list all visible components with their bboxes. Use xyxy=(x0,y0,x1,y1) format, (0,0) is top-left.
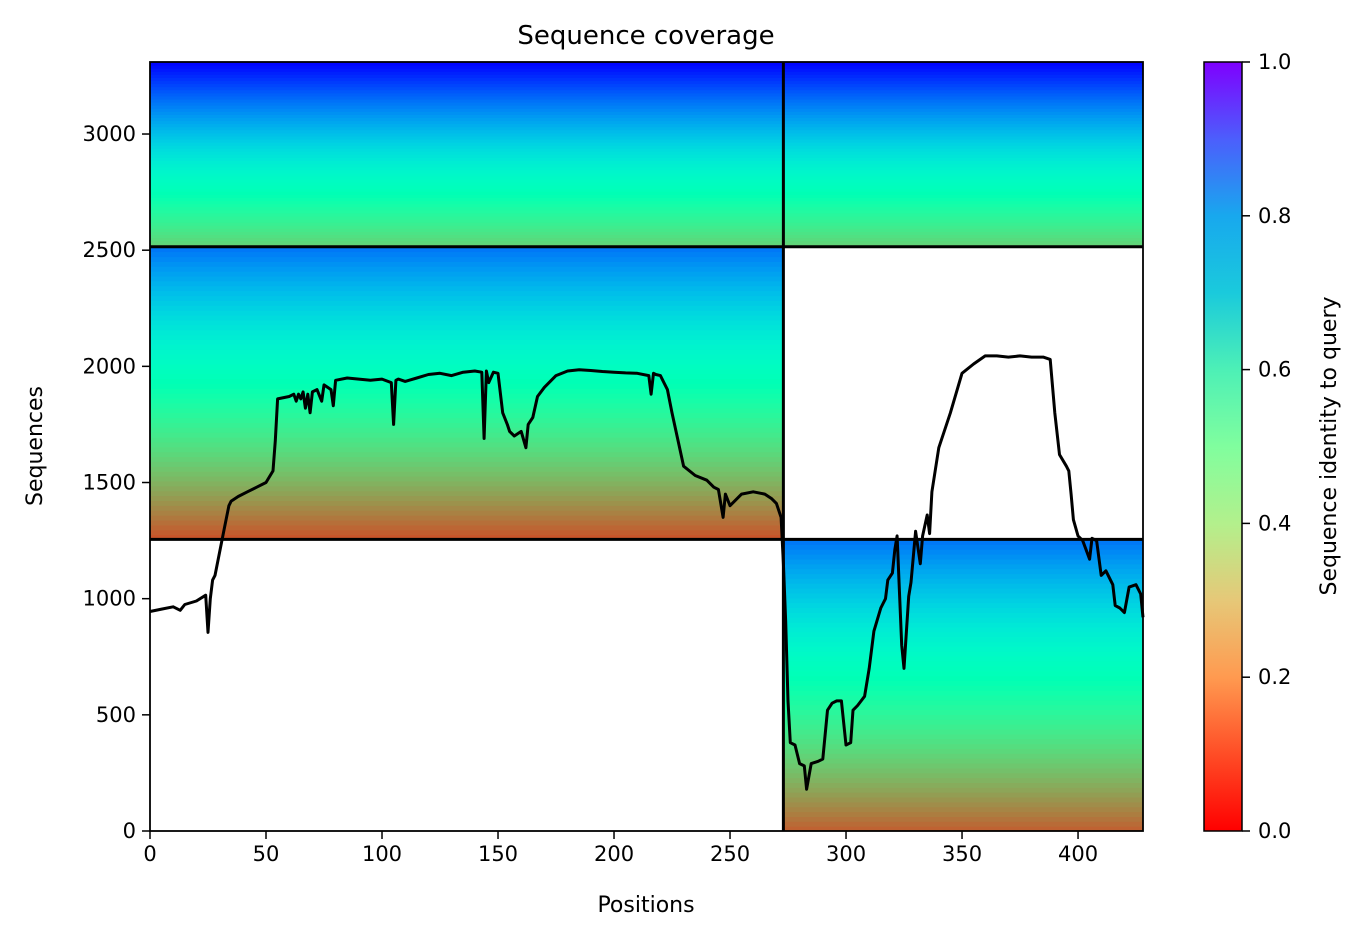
colorbar-tick-label: 0.6 xyxy=(1258,358,1291,382)
x-tick-label: 150 xyxy=(478,842,518,866)
heatmap-block-0-1 xyxy=(783,62,1143,248)
colorbar-tick-label: 0.8 xyxy=(1258,204,1291,228)
y-tick-label: 1000 xyxy=(83,587,136,611)
y-tick-label: 2000 xyxy=(83,354,136,378)
x-tick-label: 400 xyxy=(1058,842,1098,866)
plot-frame xyxy=(149,61,1144,832)
x-axis: 0 50 100 150 200 250 300 350 400 xyxy=(143,831,1098,866)
block-boundaries xyxy=(150,62,1143,831)
heatmap-block-0-0 xyxy=(150,62,784,248)
coverage-line xyxy=(149,354,1145,791)
y-tick-label: 500 xyxy=(96,703,136,727)
x-tick-label: 50 xyxy=(253,842,280,866)
colorbar xyxy=(1203,61,1243,832)
x-tick-label: 350 xyxy=(942,842,982,866)
heatmap-block-2-0 xyxy=(783,539,1143,831)
colorbar-ticks: 0.0 0.2 0.4 0.6 0.8 1.0 xyxy=(1242,50,1291,843)
colorbar-tick-label: 0.0 xyxy=(1258,819,1291,843)
x-tick-label: 0 xyxy=(143,842,156,866)
y-tick-label: 0 xyxy=(123,819,136,843)
coverage-heatmap xyxy=(150,62,1143,831)
x-tick-label: 200 xyxy=(594,842,634,866)
colorbar-label: Sequence identity to query xyxy=(1317,296,1342,595)
colorbar-tick-label: 0.4 xyxy=(1258,511,1291,535)
y-tick-label: 3000 xyxy=(83,122,136,146)
heatmap-block-1-0 xyxy=(150,246,784,541)
y-axis-label: Sequences xyxy=(23,386,48,506)
y-tick-label: 1500 xyxy=(83,471,136,495)
colorbar-tick-label: 1.0 xyxy=(1258,50,1291,74)
colorbar-tick-label: 0.2 xyxy=(1258,665,1291,689)
y-axis: 0 500 1000 1500 2000 2500 3000 xyxy=(83,122,150,843)
x-axis-label: Positions xyxy=(597,893,694,918)
x-tick-label: 100 xyxy=(362,842,402,866)
y-tick-label: 2500 xyxy=(83,238,136,262)
x-tick-label: 300 xyxy=(826,842,866,866)
chart-title: Sequence coverage xyxy=(517,21,774,51)
x-tick-label: 250 xyxy=(710,842,750,866)
